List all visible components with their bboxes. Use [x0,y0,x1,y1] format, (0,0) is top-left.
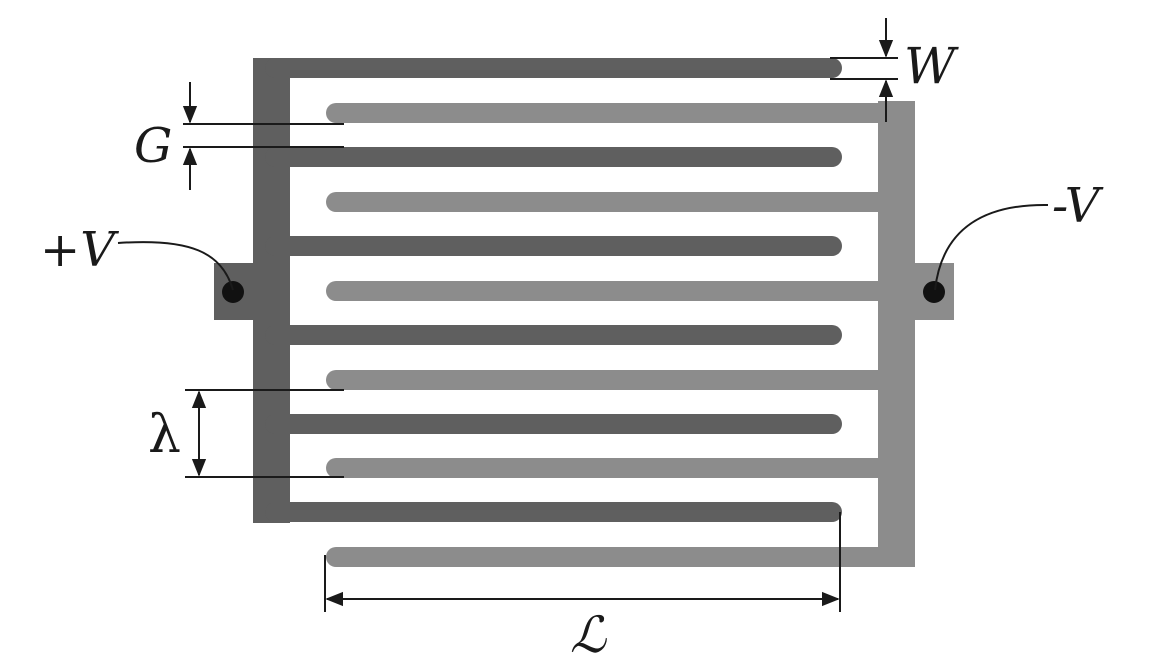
positive-terminal-dot [222,281,244,303]
gap-dimension [182,82,344,190]
positive-voltage-label: +V [40,222,119,278]
width-label: W [904,37,959,95]
negative-busbar [878,101,915,567]
positive-busbar [253,58,290,523]
positive-lead-wire [117,241,234,291]
terminals [117,203,1049,303]
positive-electrode [214,58,842,523]
gap-label: G [134,118,172,174]
length-label: ℒ [570,606,607,664]
negative-voltage-label: -V [1052,178,1104,234]
negative-electrode [326,101,954,567]
period-dimension [185,389,344,478]
negative-terminal-dot [923,281,945,303]
period-label: λ [148,405,181,465]
negative-lead-wire [934,203,1049,291]
length-dimension [324,512,841,612]
width-dimension [830,18,898,122]
